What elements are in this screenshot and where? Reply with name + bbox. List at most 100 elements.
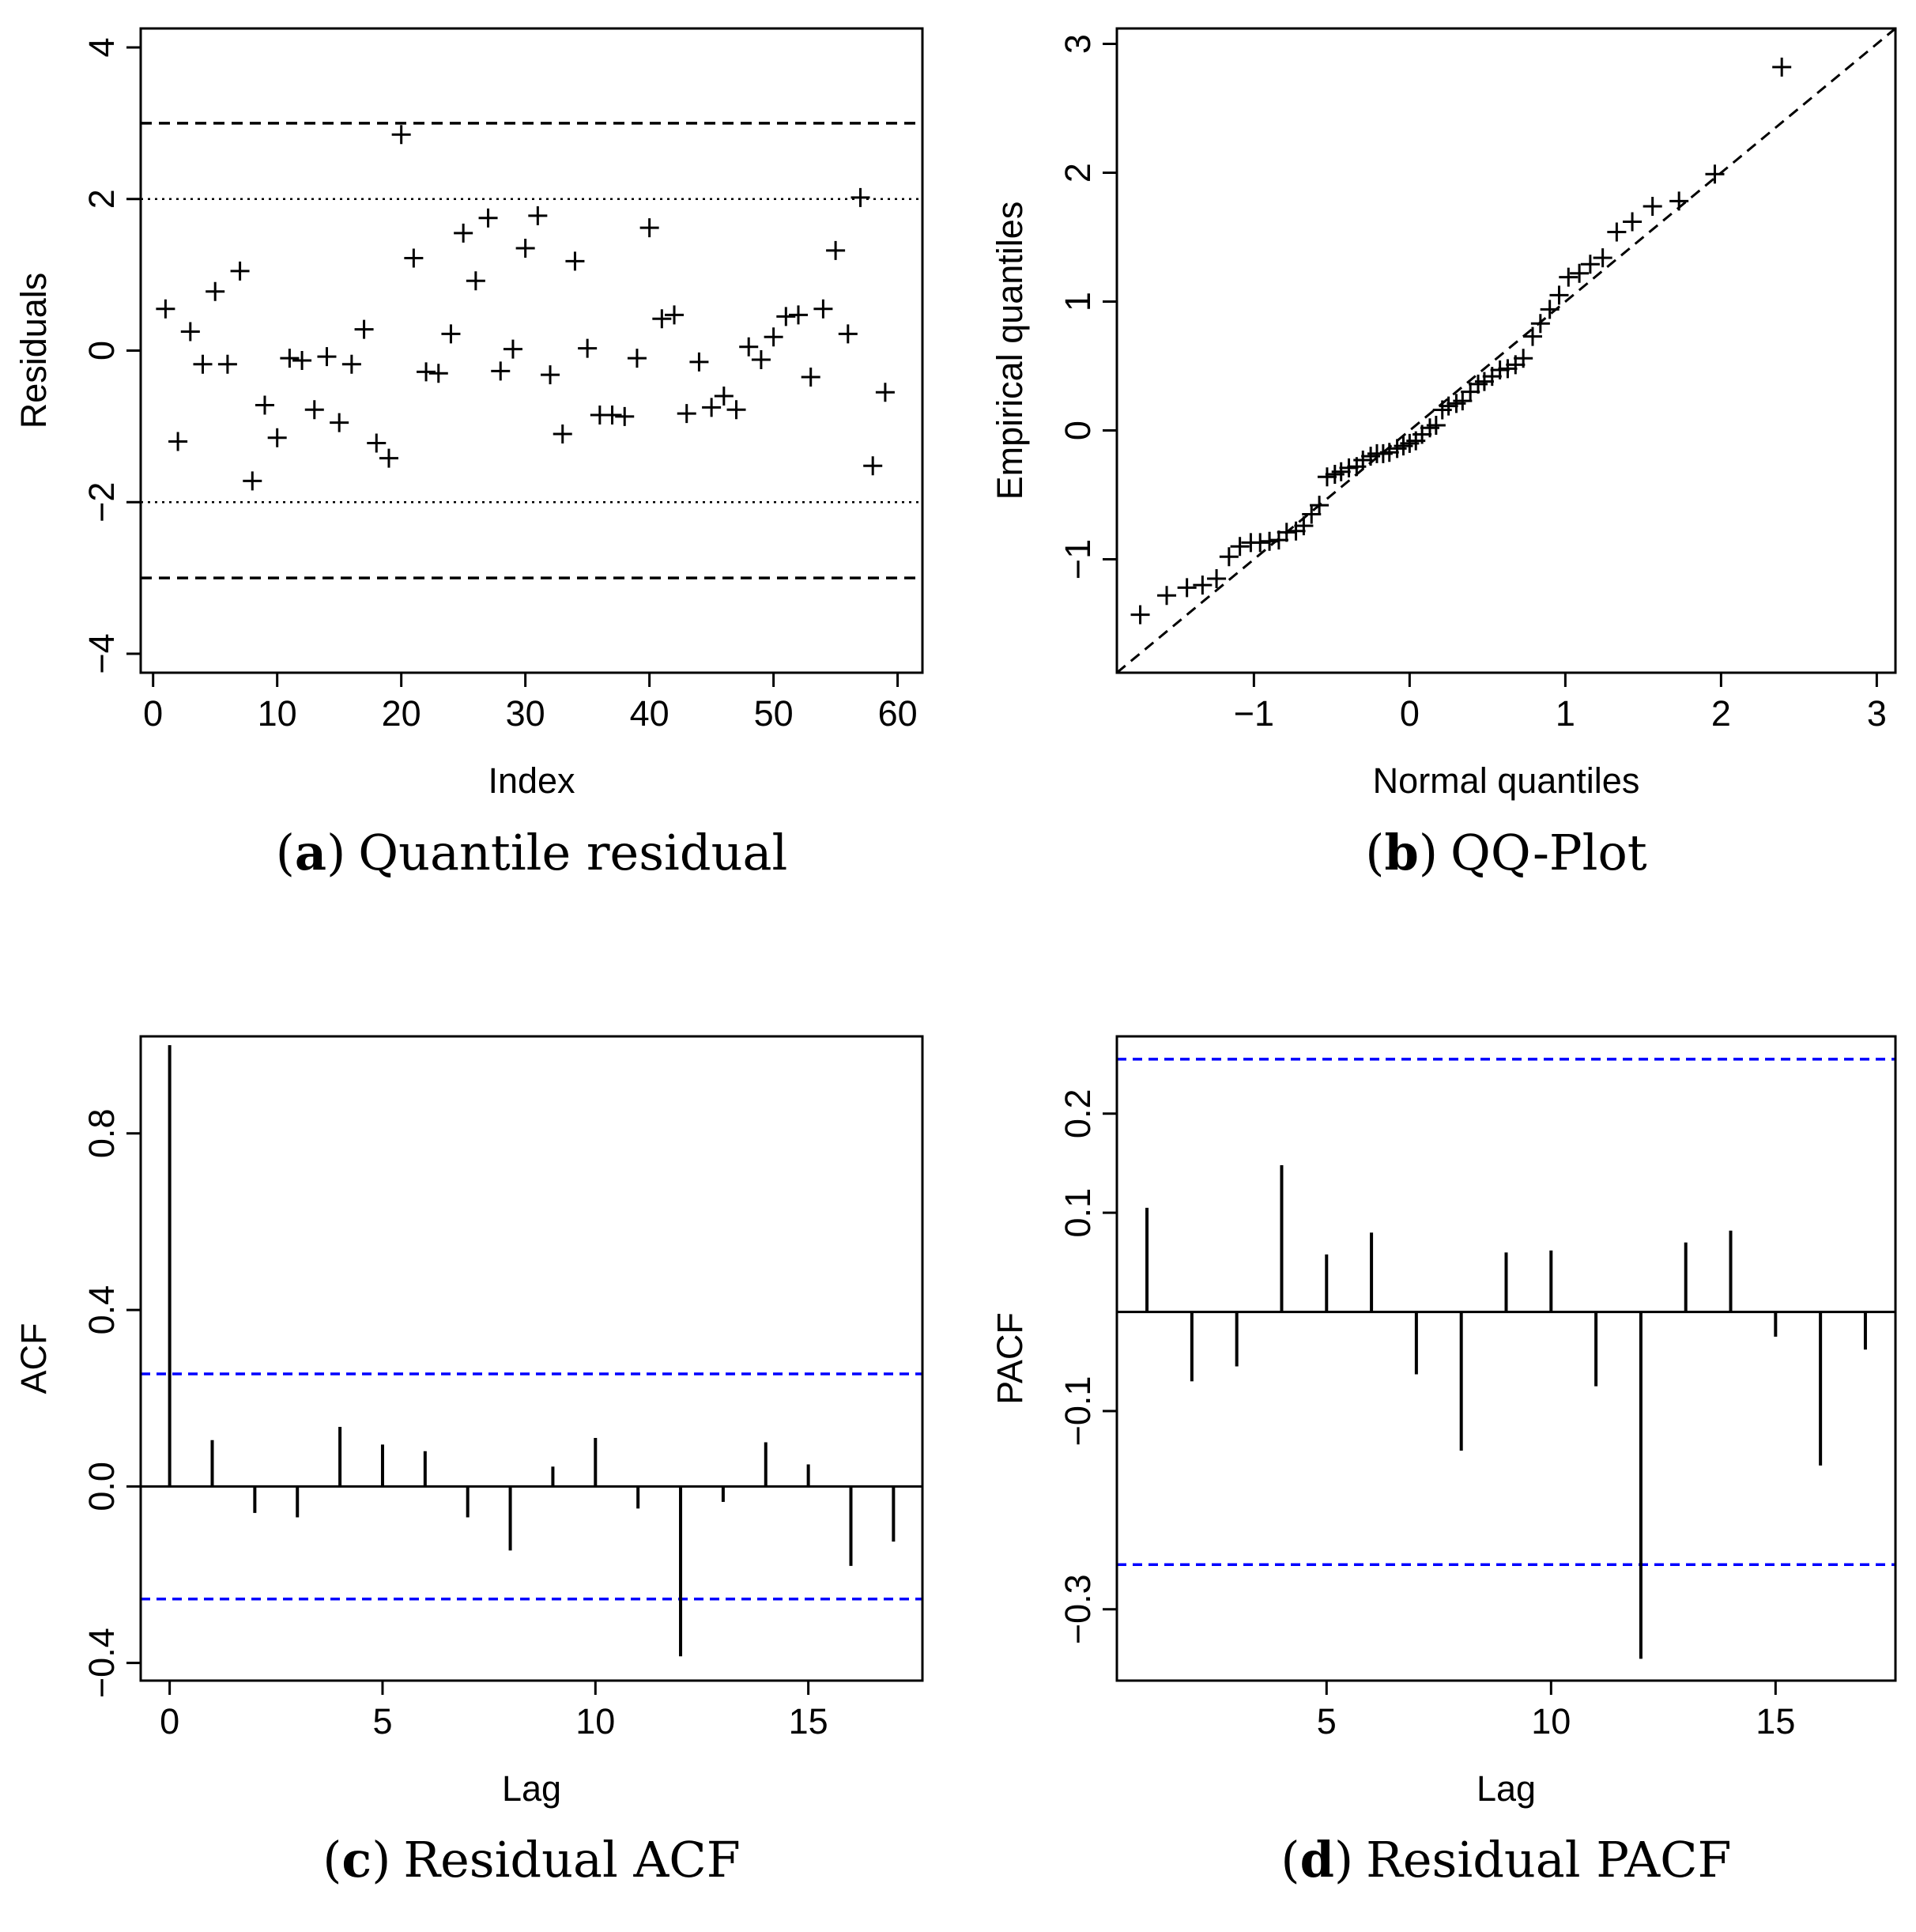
caption-paren-close: ) bbox=[372, 1831, 390, 1889]
x-tick-label: 0 bbox=[143, 693, 163, 734]
data-point bbox=[1177, 578, 1197, 598]
data-point bbox=[813, 299, 833, 319]
x-tick-label: 10 bbox=[575, 1701, 615, 1741]
data-point bbox=[1310, 496, 1330, 515]
x-tick-label: 3 bbox=[1867, 693, 1887, 734]
data-point bbox=[1522, 326, 1542, 346]
data-point bbox=[1339, 458, 1359, 477]
y-tick-label: 1 bbox=[1058, 292, 1098, 311]
data-point bbox=[1439, 396, 1458, 416]
data-point bbox=[1705, 164, 1725, 184]
x-tick-label: 50 bbox=[754, 693, 794, 734]
panel-c: 0 5 10 15 −0.4 0.0 0.4 0.8 Lag ACF (c) Residual ACF bbox=[13, 1035, 924, 1889]
data-point bbox=[826, 240, 846, 260]
x-tick-label: 10 bbox=[258, 693, 297, 734]
y-tick-label: −0.1 bbox=[1058, 1376, 1098, 1447]
data-point bbox=[1559, 267, 1578, 287]
y-tick-label: 0.0 bbox=[81, 1462, 122, 1511]
caption-text: QQ-Plot bbox=[1450, 824, 1647, 881]
plot-area bbox=[1117, 1058, 1895, 1659]
plot-frame bbox=[1115, 27, 1897, 674]
y-tick-label: 0 bbox=[1058, 421, 1098, 440]
data-point bbox=[863, 456, 883, 476]
x-axis-title: Normal quantiles bbox=[1373, 760, 1640, 801]
data-point bbox=[1130, 605, 1150, 625]
data-point bbox=[875, 383, 895, 402]
data-point bbox=[789, 305, 809, 325]
x-tick-label: 2 bbox=[1711, 693, 1731, 734]
y-tick-label: −0.3 bbox=[1058, 1574, 1098, 1644]
data-point bbox=[330, 413, 349, 432]
y-axis-title: Empirical quantiles bbox=[990, 202, 1030, 500]
data-point bbox=[515, 239, 535, 258]
data-point bbox=[1593, 248, 1612, 268]
y-axis-title: Residuals bbox=[13, 273, 54, 429]
data-point bbox=[528, 206, 548, 225]
x-tick-label: 15 bbox=[1756, 1701, 1795, 1741]
y-tick-label: −1 bbox=[1058, 539, 1098, 579]
data-point bbox=[677, 404, 696, 424]
data-point bbox=[714, 387, 734, 406]
data-point bbox=[391, 125, 411, 145]
data-point bbox=[1294, 516, 1314, 536]
data-point bbox=[417, 362, 436, 382]
y-tick-label: −2 bbox=[81, 482, 122, 523]
data-point bbox=[230, 261, 250, 281]
panel-b: −1 0 1 2 3 −1 0 1 2 3 Normal quantiles Empirical qu… bbox=[990, 27, 1897, 881]
panel-d: 5 10 15 −0.3 −0.1 0.1 0.2 Lag PACF (d) Residual PA… bbox=[990, 1035, 1897, 1889]
data-point bbox=[665, 305, 685, 325]
caption-paren-close: ) bbox=[1334, 1831, 1353, 1889]
y-tick-label: 3 bbox=[1058, 34, 1098, 54]
data-point bbox=[801, 368, 820, 387]
plot-area bbox=[1117, 28, 1895, 673]
data-point bbox=[267, 428, 287, 447]
data-point bbox=[541, 365, 560, 385]
caption-text: Residual PACF bbox=[1366, 1831, 1731, 1889]
data-point bbox=[168, 432, 188, 451]
y-tick-label: 0.8 bbox=[81, 1109, 122, 1159]
data-point bbox=[1317, 467, 1337, 487]
data-point bbox=[764, 327, 783, 347]
data-point bbox=[1250, 533, 1270, 553]
data-point bbox=[1426, 416, 1446, 436]
caption: (a) Quantile residual bbox=[276, 824, 788, 881]
x-tick-label: 30 bbox=[506, 693, 545, 734]
data-point bbox=[441, 324, 461, 344]
data-point bbox=[602, 406, 622, 425]
data-point bbox=[652, 309, 672, 329]
x-tick-label: 10 bbox=[1531, 1701, 1571, 1741]
y-axis-title: PACF bbox=[990, 1312, 1030, 1405]
data-point bbox=[243, 471, 262, 491]
x-tick-label: 60 bbox=[878, 693, 918, 734]
data-point bbox=[1260, 531, 1280, 551]
data-point bbox=[379, 448, 398, 468]
data-point bbox=[751, 350, 771, 370]
data-point bbox=[553, 424, 572, 443]
data-point bbox=[739, 337, 759, 357]
data-point bbox=[1643, 196, 1662, 216]
data-point bbox=[354, 319, 374, 339]
data-point bbox=[193, 354, 213, 374]
panel-a: 0 10 20 30 40 50 60 −4 −2 0 2 4 Index Residuals (a) Qua… bbox=[13, 27, 924, 881]
data-point bbox=[367, 433, 387, 453]
data-point bbox=[428, 364, 448, 383]
data-point bbox=[639, 218, 659, 238]
data-point bbox=[156, 299, 175, 319]
y-tick-label: 2 bbox=[1058, 163, 1098, 183]
data-point bbox=[726, 400, 746, 420]
caption-paren-open: ( bbox=[276, 824, 295, 881]
data-point bbox=[1157, 586, 1177, 606]
x-tick-label: 0 bbox=[160, 1701, 179, 1741]
data-point bbox=[838, 324, 858, 344]
data-point bbox=[1549, 285, 1569, 305]
plot-frame bbox=[139, 1035, 924, 1682]
data-point bbox=[180, 322, 200, 341]
data-point bbox=[851, 187, 870, 207]
data-point bbox=[1207, 569, 1227, 589]
data-point bbox=[1540, 300, 1560, 319]
data-point bbox=[292, 350, 312, 370]
data-point bbox=[1230, 537, 1250, 557]
caption-text: Quantile residual bbox=[358, 824, 787, 881]
y-tick-label: 0.4 bbox=[81, 1285, 122, 1335]
